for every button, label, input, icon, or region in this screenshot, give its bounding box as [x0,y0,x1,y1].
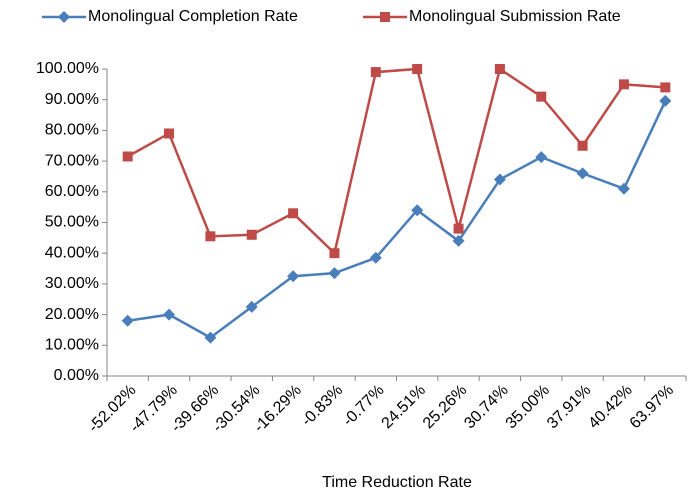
point [411,204,424,217]
x-tick-label: -0.83% [298,382,346,430]
point [328,267,341,280]
x-tick-label: 35.00% [503,382,553,432]
point [659,94,672,107]
x-tick-label: 25.26% [420,382,470,432]
y-tick-label: 90.00% [45,91,99,108]
point [204,331,217,344]
point [494,64,505,74]
y-tick-label: 10.00% [45,337,99,354]
point [660,82,671,93]
point [370,67,381,78]
point [122,151,133,162]
y-tick-label: 30.00% [45,275,99,292]
point [121,314,134,327]
point [576,167,589,180]
point [245,300,258,313]
point [205,231,216,242]
point [329,248,340,259]
point [453,223,464,234]
point [618,79,629,90]
y-tick-label: 80.00% [45,122,99,139]
point [493,173,506,186]
series-line [127,100,667,340]
point [452,234,465,247]
series-line [127,66,666,256]
x-tick-label: 40.42% [585,382,635,432]
legend-label: Monolingual Submission Rate [409,8,621,25]
y-tick-label: 100.00% [36,60,99,77]
point [287,270,300,283]
point [412,64,423,74]
x-tick-label: 30.74% [461,382,511,432]
point [535,151,548,164]
legend-marker [58,11,70,23]
y-tick-label: 40.00% [45,244,99,261]
legend-marker [380,12,390,22]
point [164,128,175,139]
legend-label: Monolingual Completion Rate [88,8,298,25]
point [536,91,547,102]
point [369,251,382,264]
y-tick-label: 0.00% [54,367,99,384]
x-tick-label: 37.91% [544,382,594,432]
point [617,182,630,195]
point [163,308,176,321]
y-tick-label: 20.00% [45,306,99,323]
x-tick-label: 63.97% [627,382,677,432]
point [288,208,299,219]
x-axis-title: Time Reduction Rate [322,474,472,491]
point [246,229,257,240]
x-tick-label: 24.51% [379,382,429,432]
y-tick-label: 60.00% [45,183,99,200]
y-tick-label: 70.00% [45,152,99,169]
y-tick-label: 50.00% [45,214,99,231]
point [577,140,588,151]
